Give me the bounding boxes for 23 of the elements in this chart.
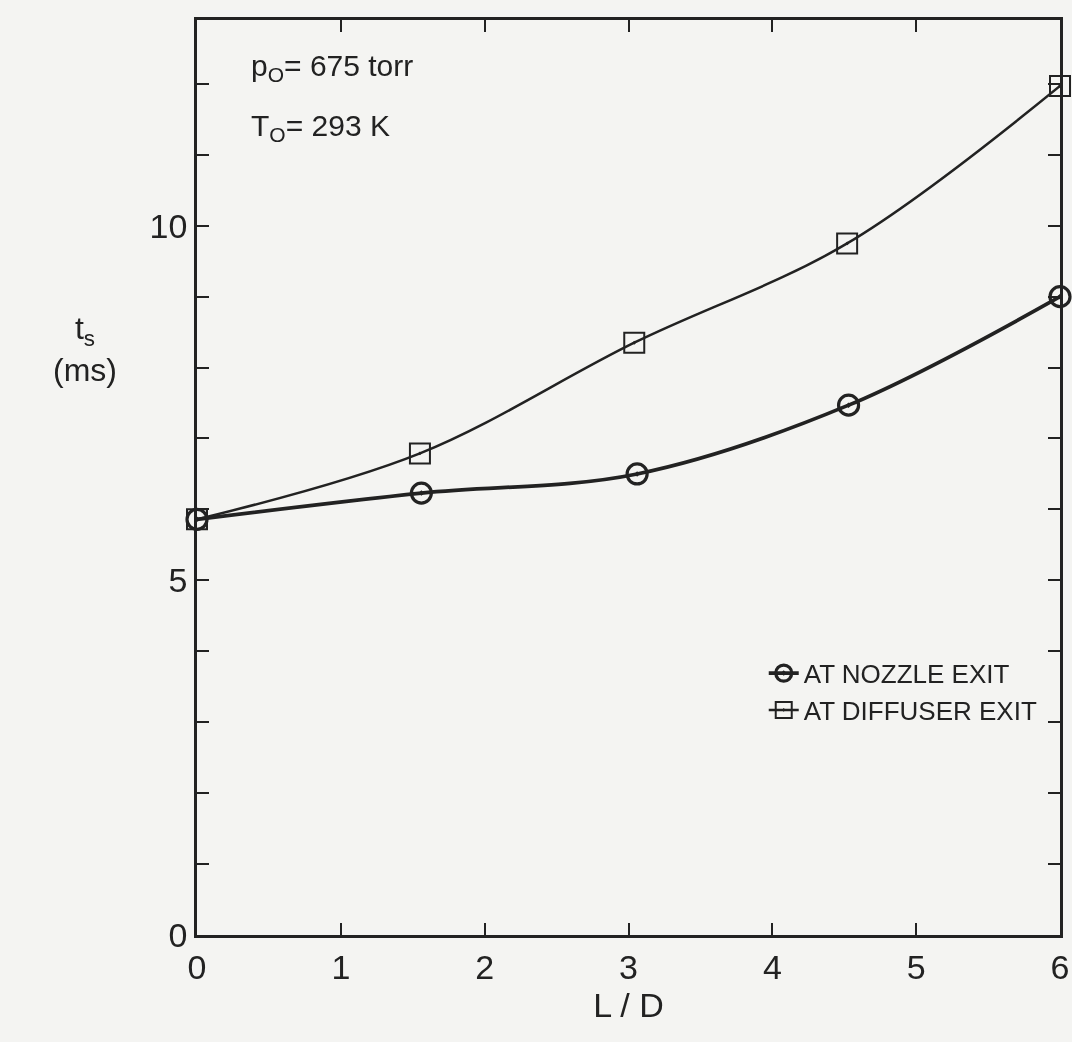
x-tick-label: 5 <box>906 947 926 986</box>
x-tick-label: 4 <box>762 947 782 986</box>
legend-label: AT NOZZLE EXIT <box>803 659 1010 690</box>
point <box>625 462 649 486</box>
point <box>623 331 646 354</box>
x-tick-label: 6 <box>1050 947 1070 986</box>
y-tick-label: 5 <box>168 561 188 600</box>
y-tick-label: 10 <box>149 206 188 245</box>
x-tick-label: 3 <box>619 947 638 986</box>
x-tick-label: 1 <box>331 947 351 986</box>
point <box>836 232 859 255</box>
x-tick-label: 2 <box>475 947 495 986</box>
legend-label: AT DIFFUSER EXIT <box>803 696 1037 727</box>
point <box>1048 285 1072 309</box>
point <box>1049 74 1071 97</box>
annotation: p$_{O}$= 675 torr <box>251 49 414 87</box>
y-axis-title: t$_{s}$ (ms) <box>53 310 117 388</box>
y-tick-label: 0 <box>168 915 188 954</box>
x-axis-title: L / D <box>593 985 664 1024</box>
point <box>408 442 431 465</box>
point <box>836 393 861 417</box>
point <box>409 481 433 505</box>
annotation: T$_{O}$= 293 K <box>251 109 390 147</box>
